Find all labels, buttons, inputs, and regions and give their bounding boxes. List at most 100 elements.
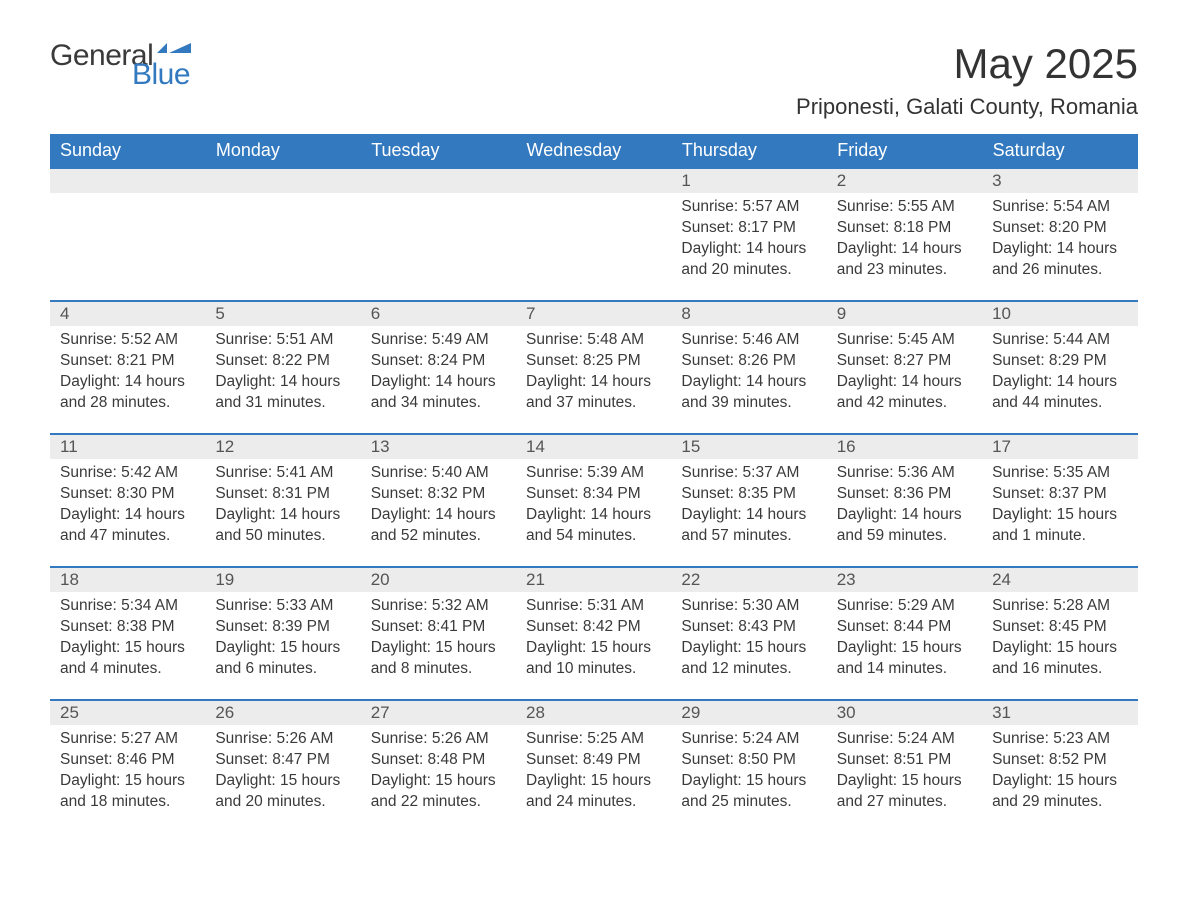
sunrise-text: Sunrise: 5:31 AM bbox=[526, 596, 661, 617]
day-cell: Sunrise: 5:40 AMSunset: 8:32 PMDaylight:… bbox=[361, 459, 516, 567]
day-cell: Sunrise: 5:54 AMSunset: 8:20 PMDaylight:… bbox=[982, 193, 1137, 301]
daylight-text: Daylight: 15 hours and 6 minutes. bbox=[215, 638, 350, 680]
daylight-text: Daylight: 14 hours and 59 minutes. bbox=[837, 505, 972, 547]
sunrise-text: Sunrise: 5:33 AM bbox=[215, 596, 350, 617]
location-subtitle: Priponesti, Galati County, Romania bbox=[796, 94, 1138, 120]
sunrise-text: Sunrise: 5:39 AM bbox=[526, 463, 661, 484]
day-cell: Sunrise: 5:51 AMSunset: 8:22 PMDaylight:… bbox=[205, 326, 360, 434]
sunset-text: Sunset: 8:24 PM bbox=[371, 351, 506, 372]
day-number: 22 bbox=[671, 567, 826, 592]
daylight-text: Daylight: 14 hours and 47 minutes. bbox=[60, 505, 195, 547]
day-number: 10 bbox=[982, 301, 1137, 326]
daylight-text: Daylight: 14 hours and 54 minutes. bbox=[526, 505, 661, 547]
daylight-text: Daylight: 14 hours and 42 minutes. bbox=[837, 372, 972, 414]
calendar-table: Sunday Monday Tuesday Wednesday Thursday… bbox=[50, 134, 1138, 833]
sunrise-text: Sunrise: 5:36 AM bbox=[837, 463, 972, 484]
day-number: 14 bbox=[516, 434, 671, 459]
day-cell: Sunrise: 5:57 AMSunset: 8:17 PMDaylight:… bbox=[671, 193, 826, 301]
sunset-text: Sunset: 8:25 PM bbox=[526, 351, 661, 372]
logo-blue: Blue bbox=[132, 61, 191, 88]
daylight-text: Daylight: 14 hours and 31 minutes. bbox=[215, 372, 350, 414]
day-number: 20 bbox=[361, 567, 516, 592]
day-number: 21 bbox=[516, 567, 671, 592]
sunset-text: Sunset: 8:32 PM bbox=[371, 484, 506, 505]
sunrise-text: Sunrise: 5:51 AM bbox=[215, 330, 350, 351]
day-number: 3 bbox=[982, 168, 1137, 193]
weekday-header: Wednesday bbox=[516, 134, 671, 168]
day-number: 7 bbox=[516, 301, 671, 326]
daylight-text: Daylight: 14 hours and 44 minutes. bbox=[992, 372, 1127, 414]
sunset-text: Sunset: 8:22 PM bbox=[215, 351, 350, 372]
sunrise-text: Sunrise: 5:25 AM bbox=[526, 729, 661, 750]
day-number: 9 bbox=[827, 301, 982, 326]
day-number: 2 bbox=[827, 168, 982, 193]
weekday-header: Thursday bbox=[671, 134, 826, 168]
day-cell: Sunrise: 5:55 AMSunset: 8:18 PMDaylight:… bbox=[827, 193, 982, 301]
daylight-text: Daylight: 14 hours and 28 minutes. bbox=[60, 372, 195, 414]
day-number: 23 bbox=[827, 567, 982, 592]
day-cell: Sunrise: 5:24 AMSunset: 8:51 PMDaylight:… bbox=[827, 725, 982, 833]
daylight-text: Daylight: 14 hours and 57 minutes. bbox=[681, 505, 816, 547]
sunset-text: Sunset: 8:49 PM bbox=[526, 750, 661, 771]
daylight-text: Daylight: 14 hours and 23 minutes. bbox=[837, 239, 972, 281]
daylight-text: Daylight: 15 hours and 14 minutes. bbox=[837, 638, 972, 680]
day-number-row: 11121314151617 bbox=[50, 434, 1138, 459]
day-number: 13 bbox=[361, 434, 516, 459]
sunrise-text: Sunrise: 5:37 AM bbox=[681, 463, 816, 484]
daylight-text: Daylight: 14 hours and 34 minutes. bbox=[371, 372, 506, 414]
day-number-row: 18192021222324 bbox=[50, 567, 1138, 592]
day-cell: Sunrise: 5:52 AMSunset: 8:21 PMDaylight:… bbox=[50, 326, 205, 434]
day-number: 16 bbox=[827, 434, 982, 459]
daylight-text: Daylight: 14 hours and 52 minutes. bbox=[371, 505, 506, 547]
logo-text: General Blue bbox=[50, 40, 191, 88]
daylight-text: Daylight: 15 hours and 10 minutes. bbox=[526, 638, 661, 680]
sunset-text: Sunset: 8:37 PM bbox=[992, 484, 1127, 505]
daylight-text: Daylight: 15 hours and 20 minutes. bbox=[215, 771, 350, 813]
day-number bbox=[205, 168, 360, 193]
daylight-text: Daylight: 15 hours and 16 minutes. bbox=[992, 638, 1127, 680]
sunset-text: Sunset: 8:50 PM bbox=[681, 750, 816, 771]
day-number: 25 bbox=[50, 700, 205, 725]
day-cell bbox=[205, 193, 360, 301]
day-number: 19 bbox=[205, 567, 360, 592]
daylight-text: Daylight: 15 hours and 18 minutes. bbox=[60, 771, 195, 813]
day-cell: Sunrise: 5:46 AMSunset: 8:26 PMDaylight:… bbox=[671, 326, 826, 434]
daylight-text: Daylight: 14 hours and 20 minutes. bbox=[681, 239, 816, 281]
daylight-text: Daylight: 15 hours and 12 minutes. bbox=[681, 638, 816, 680]
sunrise-text: Sunrise: 5:49 AM bbox=[371, 330, 506, 351]
sunrise-text: Sunrise: 5:40 AM bbox=[371, 463, 506, 484]
sunset-text: Sunset: 8:44 PM bbox=[837, 617, 972, 638]
day-number: 29 bbox=[671, 700, 826, 725]
sunrise-text: Sunrise: 5:48 AM bbox=[526, 330, 661, 351]
day-cell: Sunrise: 5:23 AMSunset: 8:52 PMDaylight:… bbox=[982, 725, 1137, 833]
sunrise-text: Sunrise: 5:24 AM bbox=[681, 729, 816, 750]
day-cell: Sunrise: 5:33 AMSunset: 8:39 PMDaylight:… bbox=[205, 592, 360, 700]
logo: General Blue bbox=[50, 40, 191, 88]
sunset-text: Sunset: 8:48 PM bbox=[371, 750, 506, 771]
sunset-text: Sunset: 8:45 PM bbox=[992, 617, 1127, 638]
day-body-row: Sunrise: 5:34 AMSunset: 8:38 PMDaylight:… bbox=[50, 592, 1138, 700]
sunrise-text: Sunrise: 5:55 AM bbox=[837, 197, 972, 218]
day-number: 5 bbox=[205, 301, 360, 326]
sunset-text: Sunset: 8:38 PM bbox=[60, 617, 195, 638]
sunrise-text: Sunrise: 5:28 AM bbox=[992, 596, 1127, 617]
day-number: 31 bbox=[982, 700, 1137, 725]
sunset-text: Sunset: 8:17 PM bbox=[681, 218, 816, 239]
weekday-header: Monday bbox=[205, 134, 360, 168]
sunrise-text: Sunrise: 5:27 AM bbox=[60, 729, 195, 750]
sunrise-text: Sunrise: 5:30 AM bbox=[681, 596, 816, 617]
day-number: 8 bbox=[671, 301, 826, 326]
daylight-text: Daylight: 15 hours and 29 minutes. bbox=[992, 771, 1127, 813]
day-cell: Sunrise: 5:39 AMSunset: 8:34 PMDaylight:… bbox=[516, 459, 671, 567]
sunset-text: Sunset: 8:29 PM bbox=[992, 351, 1127, 372]
day-number: 6 bbox=[361, 301, 516, 326]
day-number bbox=[516, 168, 671, 193]
daylight-text: Daylight: 15 hours and 27 minutes. bbox=[837, 771, 972, 813]
day-number-row: 123 bbox=[50, 168, 1138, 193]
sunset-text: Sunset: 8:20 PM bbox=[992, 218, 1127, 239]
weekday-header: Friday bbox=[827, 134, 982, 168]
day-cell: Sunrise: 5:24 AMSunset: 8:50 PMDaylight:… bbox=[671, 725, 826, 833]
day-number: 30 bbox=[827, 700, 982, 725]
day-number: 28 bbox=[516, 700, 671, 725]
day-cell: Sunrise: 5:44 AMSunset: 8:29 PMDaylight:… bbox=[982, 326, 1137, 434]
